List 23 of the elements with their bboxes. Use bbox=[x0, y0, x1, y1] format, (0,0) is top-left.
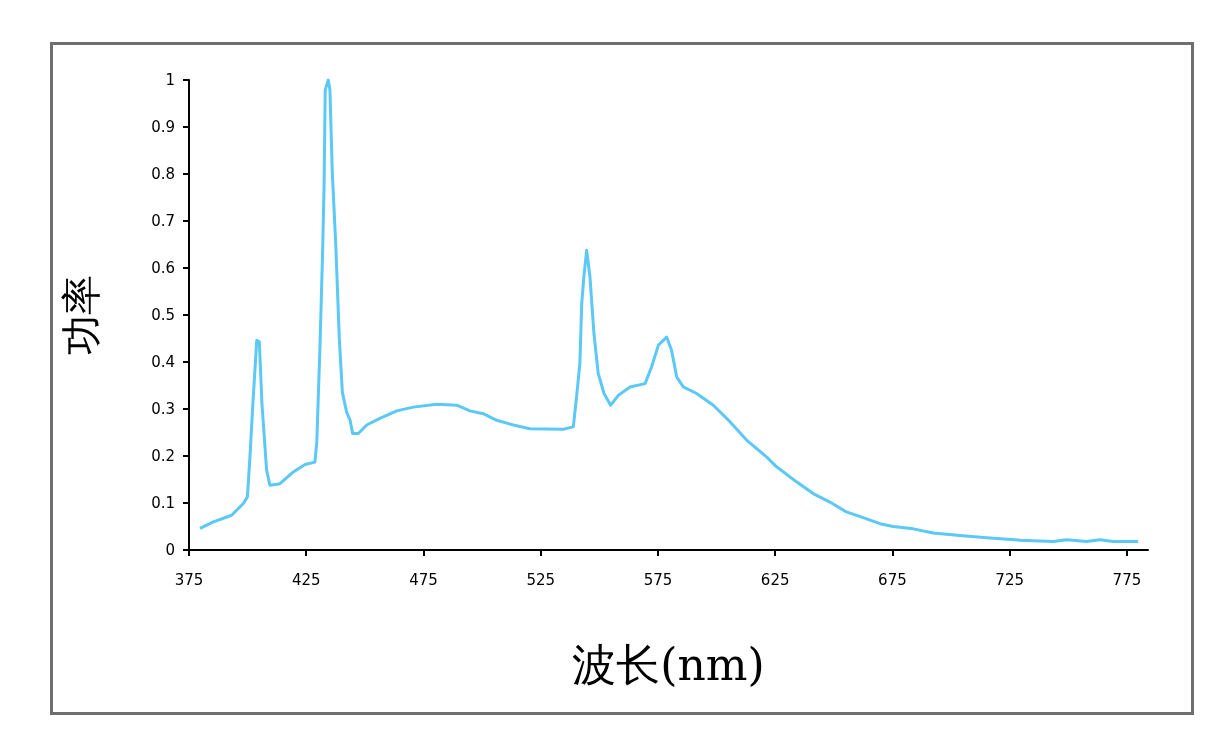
y-tick-label: 0.4 bbox=[151, 353, 175, 371]
x-tick-label: 675 bbox=[878, 570, 907, 589]
x-tick-label: 475 bbox=[409, 570, 438, 589]
y-tick-label: 0.2 bbox=[151, 447, 175, 465]
x-tick-label: 375 bbox=[174, 570, 204, 589]
y-tick-label: 0.7 bbox=[151, 212, 175, 230]
y-tick-label: 0.9 bbox=[151, 118, 175, 136]
line-series bbox=[198, 78, 1140, 544]
y-tick-label: 1 bbox=[165, 71, 175, 89]
x-tick-label: 775 bbox=[1112, 570, 1142, 589]
y-tick-label: 0.5 bbox=[151, 306, 175, 324]
y-tick-label: 0 bbox=[165, 541, 175, 559]
y-tick-label: 0.6 bbox=[151, 259, 175, 277]
x-tick-label: 625 bbox=[760, 570, 790, 589]
x-tick-label: 575 bbox=[643, 570, 673, 589]
x-axis-title: 波长(nm) bbox=[572, 638, 765, 690]
x-tick-label: 425 bbox=[291, 570, 321, 589]
y-tick-label: 0.8 bbox=[151, 165, 175, 183]
x-tick-label: 525 bbox=[526, 570, 556, 589]
y-tick-label: 0.1 bbox=[151, 494, 175, 512]
x-tick-label: 725 bbox=[995, 570, 1024, 589]
y-tick-label: 0.3 bbox=[151, 400, 175, 418]
y-axis-title: 功率 bbox=[58, 275, 104, 355]
